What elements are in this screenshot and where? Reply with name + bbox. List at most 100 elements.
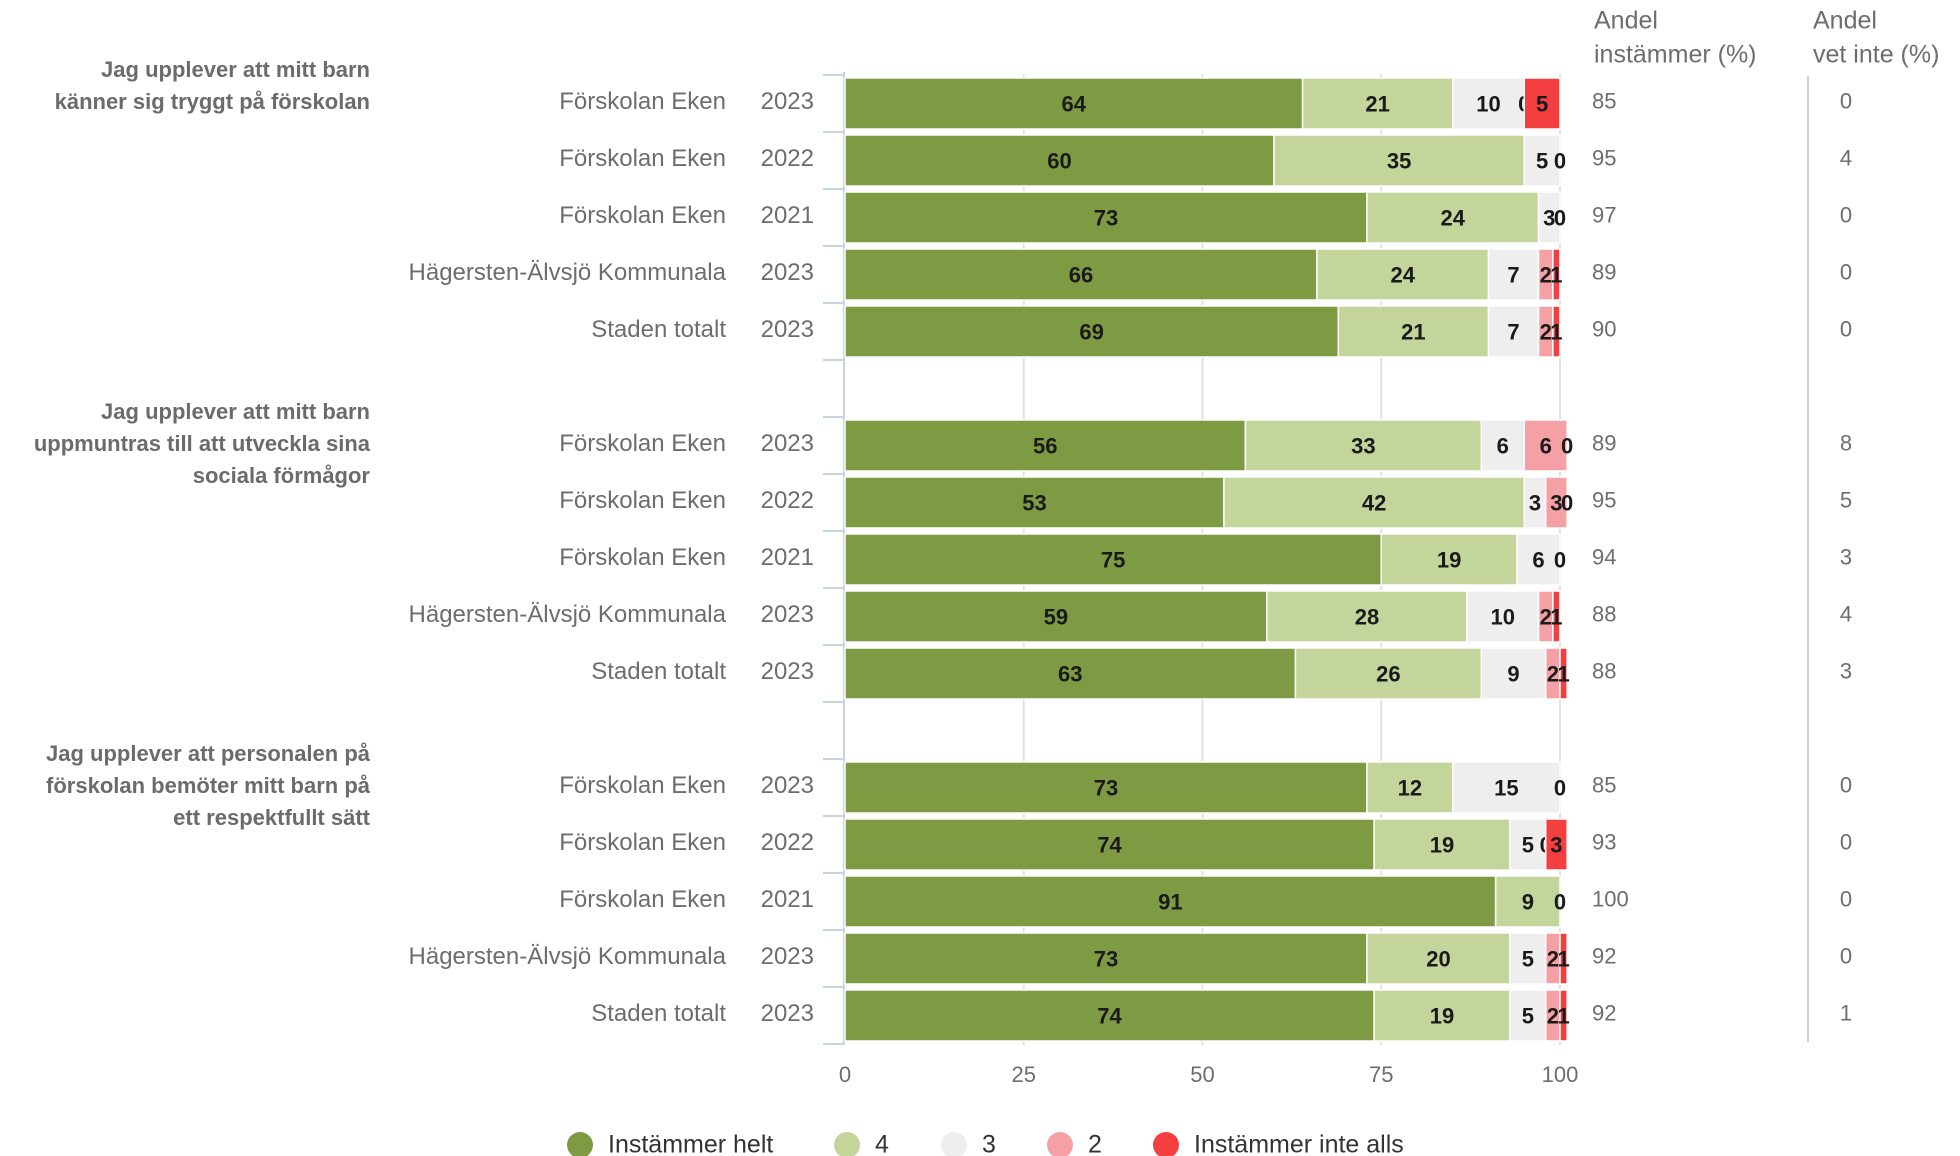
row-unit-label: Hägersten-Älvsjö Kommunala: [409, 259, 727, 286]
row-unit-label: Förskolan Eken: [559, 829, 726, 856]
bar-value-label: 0: [1561, 490, 1573, 515]
bar-value-label: 53: [1022, 490, 1046, 515]
bar-value-label: 28: [1355, 604, 1379, 629]
share-dont-know-value: 1: [1840, 1000, 1852, 1025]
question-label: uppmuntras till att utveckla sina: [34, 431, 371, 456]
row-year-label: 2023: [761, 259, 814, 286]
bar-segment: [844, 932, 1368, 985]
share-dont-know-value: 3: [1840, 658, 1852, 683]
share-agree-value: 89: [1592, 259, 1616, 284]
bar-value-label: 35: [1387, 148, 1411, 173]
bar-segment: [1223, 476, 1525, 529]
question-label: känner sig tryggt på förskolan: [55, 89, 370, 114]
share-agree-value: 89: [1592, 430, 1616, 455]
bar-segment: [844, 248, 1318, 301]
bar-value-label: 7: [1507, 319, 1519, 344]
bar-value-label: 10: [1476, 91, 1500, 116]
share-dont-know-value: 8: [1840, 430, 1852, 455]
bar-segment: [1544, 818, 1568, 871]
bar-value-label: 26: [1376, 661, 1400, 686]
x-tick-label: 75: [1369, 1062, 1393, 1087]
bar-value-label: 2: [1540, 319, 1552, 344]
legend-label: Instämmer inte alls: [1194, 1131, 1404, 1156]
share-dont-know-value: 5: [1840, 487, 1852, 512]
row-year-label: 2022: [761, 829, 814, 856]
bar-value-label: 6: [1532, 547, 1544, 572]
bar-value-label: 1: [1550, 319, 1562, 344]
bar-value-label: 9: [1507, 661, 1519, 686]
share-agree-value: 88: [1592, 601, 1616, 626]
bar-value-label: 74: [1097, 1003, 1122, 1028]
legend-marker: [941, 1132, 967, 1156]
row-year-label: 2023: [761, 430, 814, 457]
share-agree-value: 85: [1592, 772, 1616, 797]
share-dont-know-value: 0: [1840, 316, 1852, 341]
bar-segment: [1494, 875, 1561, 928]
bar-value-label: 5: [1536, 91, 1548, 116]
share-agree-value: 92: [1592, 943, 1616, 968]
share-dont-know-value: 0: [1840, 886, 1852, 911]
legend-marker: [834, 1132, 860, 1156]
question-group: Jag upplever att mitt barn känner sig try…: [55, 57, 1852, 358]
share-agree-value: 85: [1592, 88, 1616, 113]
legend-marker: [1153, 1132, 1179, 1156]
row-unit-label: Förskolan Eken: [559, 886, 726, 913]
bar-value-label: 3: [1550, 832, 1562, 857]
bar-value-label: 19: [1430, 832, 1454, 857]
bar-segment: [1466, 590, 1540, 643]
bar-value-label: 21: [1365, 91, 1389, 116]
bar-value-label: 75: [1101, 547, 1125, 572]
share-agree-value: 93: [1592, 829, 1616, 854]
bar-segment: [844, 77, 1304, 130]
bar-segment: [1301, 77, 1454, 130]
row-year-label: 2023: [761, 943, 814, 970]
row-unit-label: Hägersten-Älvsjö Kommunala: [409, 943, 727, 970]
bar-segment: [844, 761, 1368, 814]
bar-value-label: 60: [1047, 148, 1071, 173]
bar-segment: [1523, 134, 1561, 187]
bar-value-label: 2: [1547, 1003, 1559, 1028]
question-label: sociala förmågor: [193, 463, 371, 488]
question-label: Jag upplever att mitt barn: [101, 57, 370, 82]
question-label: Jag upplever att mitt barn: [101, 399, 370, 424]
row-year-label: 2021: [761, 886, 814, 913]
bar-segment: [1523, 77, 1561, 130]
row-year-label: 2021: [761, 202, 814, 229]
legend-marker: [1047, 1132, 1073, 1156]
row-year-label: 2023: [761, 88, 814, 115]
row-year-label: 2023: [761, 772, 814, 799]
header-share-agree: Andel: [1594, 7, 1658, 35]
question-label: förskolan bemöter mitt barn på: [46, 773, 371, 798]
bar-value-label: 24: [1390, 262, 1415, 287]
legend: Instämmer helt 4 3 2 Instämmer inte alls: [567, 1131, 1404, 1156]
share-agree-value: 88: [1592, 658, 1616, 683]
bar-value-label: 7: [1507, 262, 1519, 287]
row-unit-label: Staden totalt: [591, 316, 726, 343]
question-group: Jag upplever att personalen på förskolan …: [46, 741, 1852, 1042]
share-agree-value: 90: [1592, 316, 1616, 341]
bar-value-label: 91: [1158, 889, 1182, 914]
row-year-label: 2022: [761, 145, 814, 172]
bar-segment: [1552, 248, 1561, 301]
bar-segment: [1559, 932, 1568, 985]
share-dont-know-value: 0: [1840, 88, 1852, 113]
bar-value-label: 74: [1097, 832, 1122, 857]
x-tick-label: 0: [839, 1062, 851, 1087]
bar-value-label: 42: [1362, 490, 1386, 515]
x-tick-label: 25: [1012, 1062, 1036, 1087]
legend-label: 3: [982, 1131, 996, 1156]
row-unit-label: Förskolan Eken: [559, 145, 726, 172]
share-dont-know-value: 0: [1840, 943, 1852, 968]
share-agree-value: 92: [1592, 1000, 1616, 1025]
bar-value-label: 2: [1547, 661, 1559, 686]
share-agree-value: 94: [1592, 544, 1616, 569]
bar-segment: [1509, 932, 1547, 985]
bar-value-label: 73: [1094, 946, 1118, 971]
question-group: Jag upplever att mitt barn uppmuntras til…: [34, 399, 1852, 700]
bar-value-label: 0: [1561, 433, 1573, 458]
bar-segment: [844, 191, 1368, 244]
bar-value-label: 0: [1554, 148, 1566, 173]
bar-segment: [844, 818, 1375, 871]
bar-segment: [1544, 476, 1568, 529]
bar-segment: [1552, 590, 1561, 643]
